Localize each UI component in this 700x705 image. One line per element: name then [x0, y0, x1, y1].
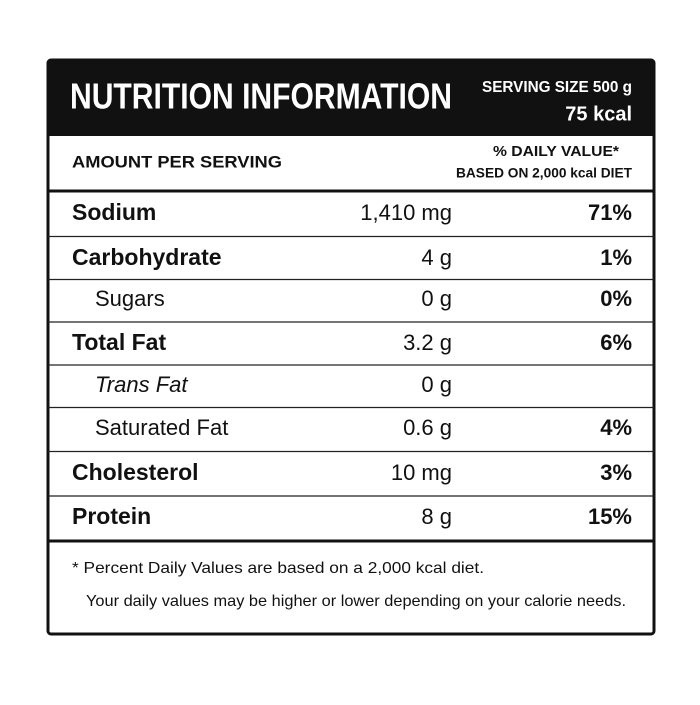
footnote-line: Your daily values may be higher or lower…	[86, 593, 626, 610]
nutrient-name: Cholesterol	[72, 459, 199, 485]
nutrient-amount: 10 mg	[391, 460, 452, 485]
nutrient-name: Trans Fat	[95, 372, 188, 397]
daily-value: 0%	[600, 286, 632, 311]
nutrient-amount: 1,410 mg	[360, 200, 452, 225]
nutrient-name: Protein	[72, 503, 151, 529]
dv-basis: BASED ON 2,000 kcal DIET	[456, 165, 632, 181]
nutrient-amount: 0 g	[421, 286, 452, 311]
daily-value: 71%	[588, 200, 632, 225]
amount-header: AMOUNT PER SERVING	[72, 152, 282, 171]
footnote-line: * Percent Daily Values are based on a 2,…	[72, 560, 484, 577]
daily-value: 1%	[600, 245, 632, 270]
nutrient-amount: 4 g	[421, 245, 452, 270]
nutrient-amount: 3.2 g	[403, 330, 452, 355]
daily-value: 15%	[588, 504, 632, 529]
nutrient-amount: 0.6 g	[403, 415, 452, 440]
energy: 75 kcal	[565, 103, 632, 125]
serving-size: SERVING SIZE 500 g	[482, 79, 632, 96]
nutrient-rows: Sodium 1,410 mg 71% Carbohydrate 4 g 1% Sugars…	[48, 199, 654, 529]
title: NUTRITION INFORMATION	[70, 76, 452, 117]
nutrient-name: Sugars	[95, 286, 165, 311]
nutrient-name: Sodium	[72, 199, 156, 225]
nutrient-name: Carbohydrate	[72, 244, 222, 270]
nutrient-amount: 8 g	[421, 504, 452, 529]
dv-header: % DAILY VALUE*	[493, 143, 619, 160]
header-bar	[48, 60, 654, 136]
nutrient-amount: 0 g	[421, 372, 452, 397]
nutrient-name: Saturated Fat	[95, 415, 228, 440]
daily-value: 4%	[600, 415, 632, 440]
daily-value: 6%	[600, 330, 632, 355]
daily-value: 3%	[600, 460, 632, 485]
nutrient-name: Total Fat	[72, 329, 166, 355]
